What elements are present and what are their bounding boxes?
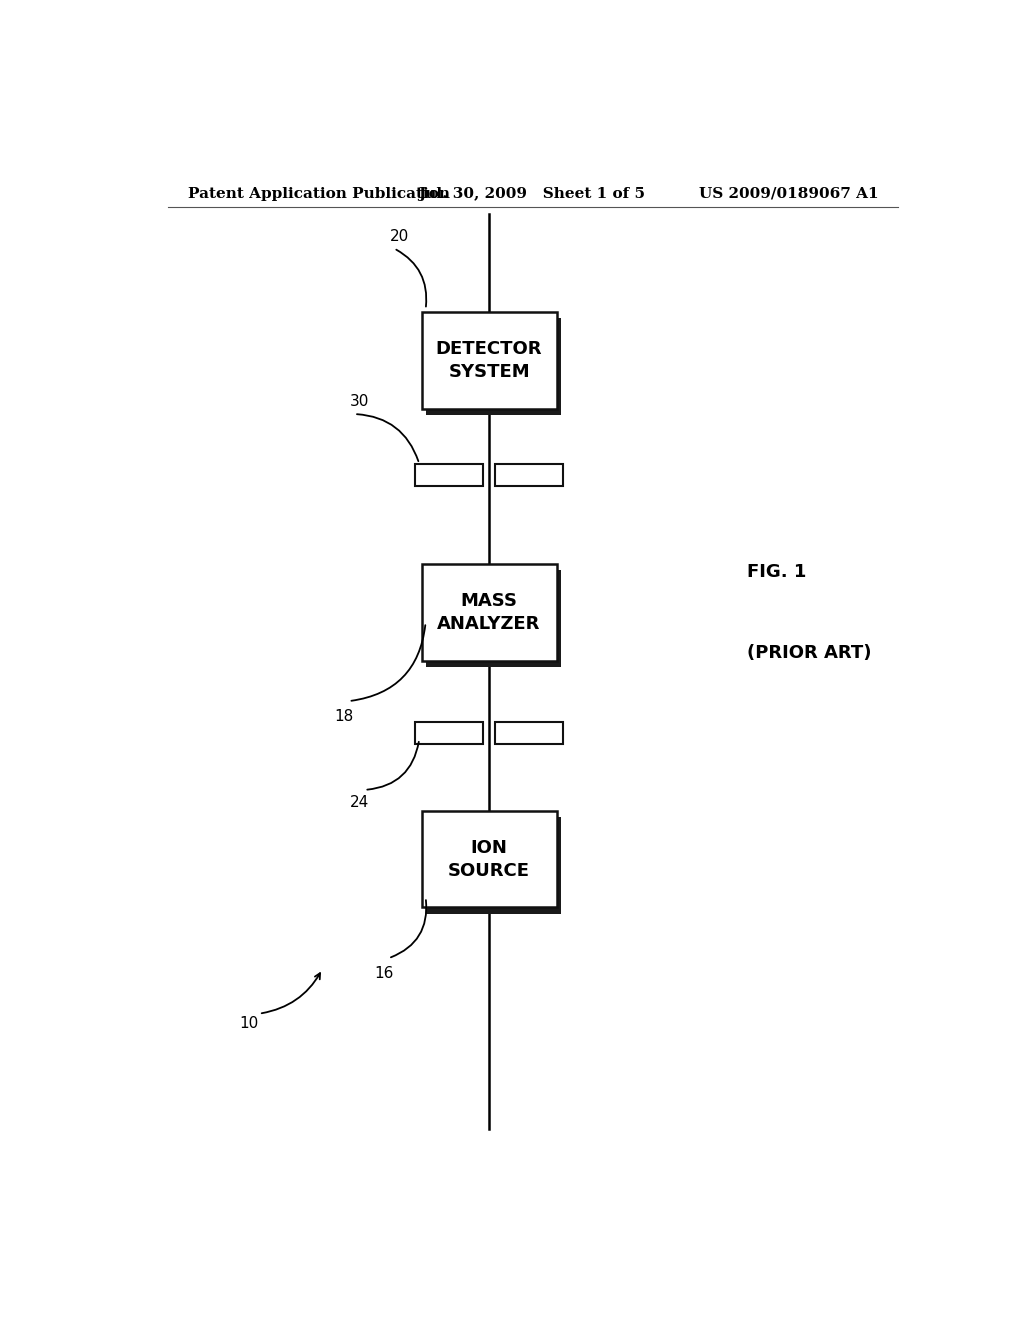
Text: 30: 30: [350, 395, 370, 409]
Bar: [422, 313, 557, 409]
Bar: [426, 318, 561, 414]
Bar: [426, 817, 561, 913]
Text: ION
SOURCE: ION SOURCE: [449, 838, 530, 879]
Text: FIG. 1: FIG. 1: [748, 562, 806, 581]
Bar: [416, 463, 482, 486]
Text: (PRIOR ART): (PRIOR ART): [748, 644, 871, 661]
Text: 16: 16: [374, 966, 393, 981]
Text: DETECTOR
SYSTEM: DETECTOR SYSTEM: [436, 341, 543, 381]
Text: MASS
ANALYZER: MASS ANALYZER: [437, 591, 541, 632]
Text: 20: 20: [390, 228, 410, 244]
Text: Patent Application Publication: Patent Application Publication: [187, 187, 450, 201]
Text: 10: 10: [240, 1016, 258, 1031]
Bar: [496, 722, 563, 744]
Text: 24: 24: [350, 795, 370, 809]
Bar: [426, 570, 561, 667]
Text: 18: 18: [334, 709, 353, 723]
Text: US 2009/0189067 A1: US 2009/0189067 A1: [699, 187, 879, 201]
Bar: [422, 810, 557, 907]
Text: Jul. 30, 2009   Sheet 1 of 5: Jul. 30, 2009 Sheet 1 of 5: [418, 187, 645, 201]
Bar: [422, 564, 557, 660]
Bar: [496, 463, 563, 486]
Bar: [416, 722, 482, 744]
